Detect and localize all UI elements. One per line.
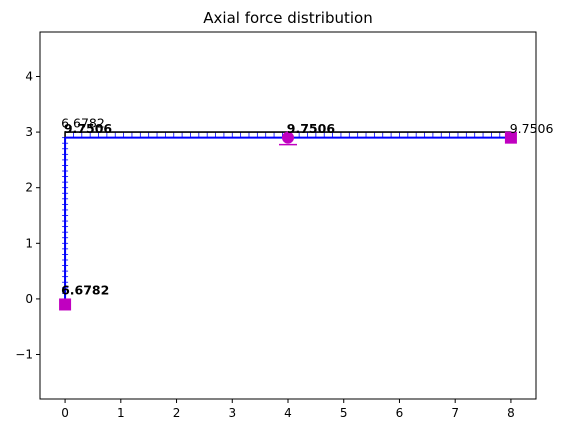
x-tick-label: 5 (340, 406, 348, 420)
y-tick-label: 4 (25, 69, 33, 83)
axial-force-value-label: 9.7506 (510, 121, 554, 136)
axial-force-value-label: 6.6782 (61, 282, 109, 297)
x-tick-label: 0 (61, 406, 69, 420)
y-tick-label: 1 (25, 236, 33, 250)
axial-force-value-label: 9.7506 (64, 121, 113, 136)
plot-area-frame (39, 31, 537, 400)
y-tick-label: 3 (25, 125, 33, 139)
support-square-marker (504, 131, 517, 144)
series-line-0 (64, 131, 511, 299)
support-square-marker (59, 298, 72, 311)
axial-force-value-label: 9.7506 (287, 121, 336, 136)
x-tick-label: 6 (396, 406, 404, 420)
x-tick-label: 2 (173, 406, 181, 420)
y-tick-label: 2 (25, 181, 33, 195)
x-tick-label: 1 (117, 406, 125, 420)
y-tick-label: 0 (25, 292, 33, 306)
axial-force-value-label: 6.6782 (61, 116, 105, 131)
support-roller-marker (282, 131, 294, 144)
y-tick-label: −1 (15, 348, 33, 362)
x-tick-label: 3 (228, 406, 236, 420)
chart-title: Axial force distribution (203, 9, 372, 27)
x-tick-label: 4 (284, 406, 292, 420)
x-tick-label: 7 (451, 406, 459, 420)
x-tick-label: 8 (507, 406, 515, 420)
